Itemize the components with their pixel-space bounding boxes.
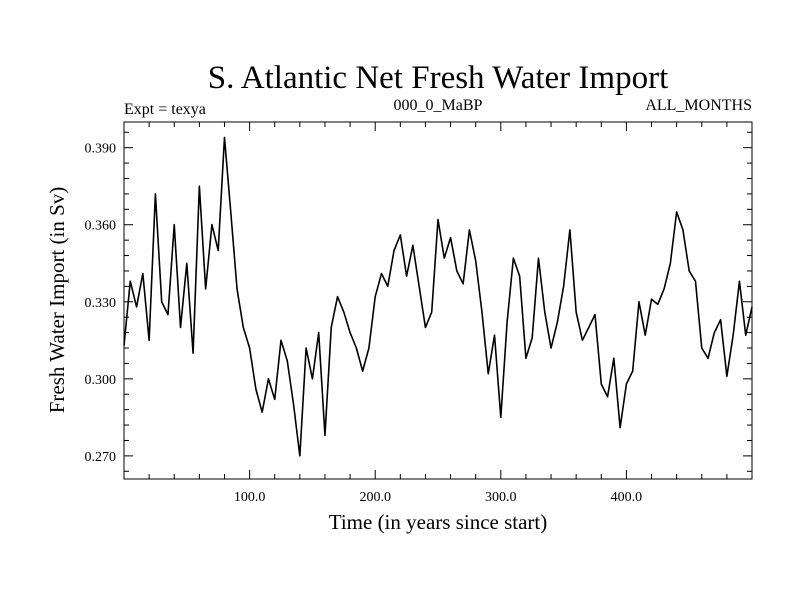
y-tick-label: 0.330 xyxy=(85,296,117,311)
x-axis-ticks: 100.0 200.0 300.0 400.0 xyxy=(148,122,728,505)
x-tick-label: 400.0 xyxy=(611,490,643,505)
x-tick-label: 100.0 xyxy=(234,490,266,505)
y-axis-label: Fresh Water Import (in Sv) xyxy=(45,187,69,414)
x-tick-label: 300.0 xyxy=(485,490,517,505)
subtitle-right: ALL_MONTHS xyxy=(645,97,752,114)
x-tick-label: 200.0 xyxy=(359,490,391,505)
series-line xyxy=(123,136,753,457)
y-tick-label: 0.270 xyxy=(85,450,117,465)
subtitle-left: Expt = texya xyxy=(124,101,206,118)
y-tick-label: 0.360 xyxy=(85,219,117,234)
chart-title: S. Atlantic Net Fresh Water Import xyxy=(208,60,669,96)
x-axis-label: Time (in years since start) xyxy=(329,510,548,534)
subtitle-center: 000_0_MaBP xyxy=(394,97,483,114)
y-axis-ticks: 0.270 0.300 0.330 0.360 0.390 xyxy=(85,131,752,472)
y-tick-label: 0.300 xyxy=(85,373,117,388)
plot-frame xyxy=(123,121,753,480)
y-tick-label: 0.390 xyxy=(85,142,117,157)
